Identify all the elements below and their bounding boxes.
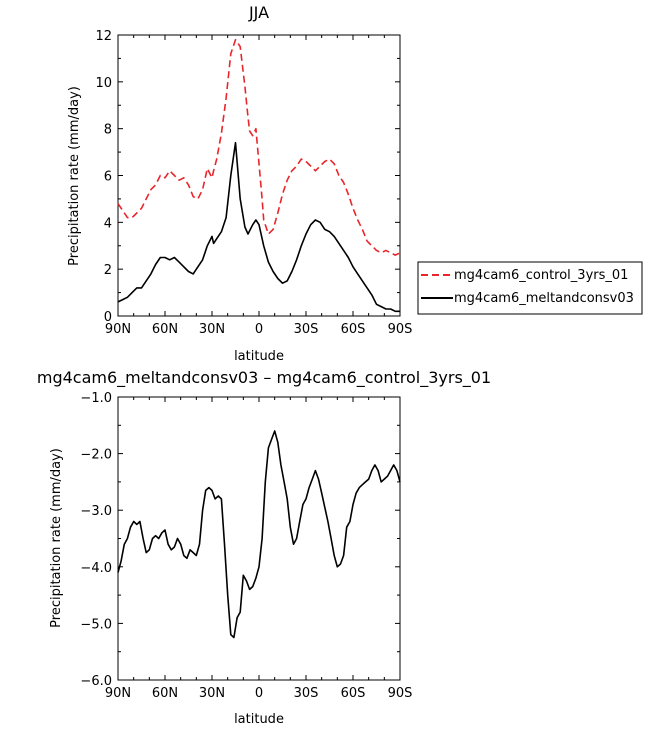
legend-box bbox=[417, 261, 643, 315]
legend-label-control: mg4cam6_control_3yrs_01 bbox=[454, 268, 628, 283]
x-tick-label: 0 bbox=[255, 322, 263, 337]
top-chart-legend: mg4cam6_control_3yrs_01 mg4cam6_meltandc… bbox=[417, 261, 643, 315]
y-tick-label: −3.0 bbox=[80, 504, 112, 519]
top-chart: JJA 90N 60N 30N 0 30S 60S 90S 0 2 4 6 8 10 12 latitud… bbox=[67, 3, 643, 364]
y-tick-label: −6.0 bbox=[80, 674, 112, 689]
y-tick-label: 4 bbox=[104, 216, 112, 231]
x-tick-label: 60N bbox=[152, 322, 178, 337]
top-chart-ticks: 90N 60N 30N 0 30S 60S 90S 0 2 4 6 8 10 12 bbox=[95, 29, 412, 337]
x-tick-label: 30S bbox=[294, 322, 319, 337]
bottom-chart-ticks: 90N 60N 30N 0 30S 60S 90S −1.0 −2.0 −3.0 −4.0 −5.0 −… bbox=[80, 391, 412, 701]
y-tick-label: 0 bbox=[104, 310, 112, 325]
y-tick-label: −5.0 bbox=[80, 617, 112, 632]
bottom-chart: mg4cam6_meltandconsv03 – mg4cam6_control… bbox=[37, 368, 491, 727]
y-tick-label: −2.0 bbox=[80, 448, 112, 463]
y-tick-label: −4.0 bbox=[80, 561, 112, 576]
x-tick-label: 0 bbox=[255, 686, 263, 701]
x-tick-label: 90N bbox=[105, 322, 131, 337]
y-tick-label: 10 bbox=[95, 76, 112, 91]
x-tick-label: 90S bbox=[388, 686, 413, 701]
legend-label-melt: mg4cam6_meltandconsv03 bbox=[454, 291, 634, 306]
y-tick-label: 8 bbox=[104, 123, 112, 138]
top-chart-series-group bbox=[117, 38, 401, 313]
x-tick-label: 30S bbox=[294, 686, 319, 701]
y-tick-label: −1.0 bbox=[80, 391, 112, 406]
bottom-chart-title: mg4cam6_meltandconsv03 – mg4cam6_control… bbox=[37, 368, 491, 388]
top-chart-title: JJA bbox=[248, 3, 269, 22]
x-tick-label: 60S bbox=[341, 322, 366, 337]
x-tick-label: 90S bbox=[388, 322, 413, 337]
series-line-mg4cam6_control_3yrs_01 bbox=[117, 38, 401, 256]
bottom-chart-frame bbox=[117, 396, 401, 681]
bottom-chart-xlabel: latitude bbox=[234, 712, 284, 727]
x-tick-label: 60S bbox=[341, 686, 366, 701]
y-tick-label: 12 bbox=[95, 29, 112, 44]
bottom-chart-series-group bbox=[117, 430, 401, 639]
y-tick-label: 2 bbox=[104, 263, 112, 278]
y-tick-label: 6 bbox=[104, 170, 112, 185]
top-chart-ylabel: Precipitation rate (mm/day) bbox=[67, 86, 82, 266]
x-tick-label: 60N bbox=[152, 686, 178, 701]
x-tick-label: 90N bbox=[105, 686, 131, 701]
series-line-mg4cam6_meltandconsv03 bbox=[117, 141, 400, 313]
x-tick-label: 30N bbox=[199, 322, 225, 337]
top-chart-xlabel: latitude bbox=[234, 349, 284, 364]
series-line-difference bbox=[117, 430, 401, 639]
bottom-chart-ylabel: Precipitation rate (mm/day) bbox=[49, 448, 64, 628]
x-tick-label: 30N bbox=[199, 686, 225, 701]
